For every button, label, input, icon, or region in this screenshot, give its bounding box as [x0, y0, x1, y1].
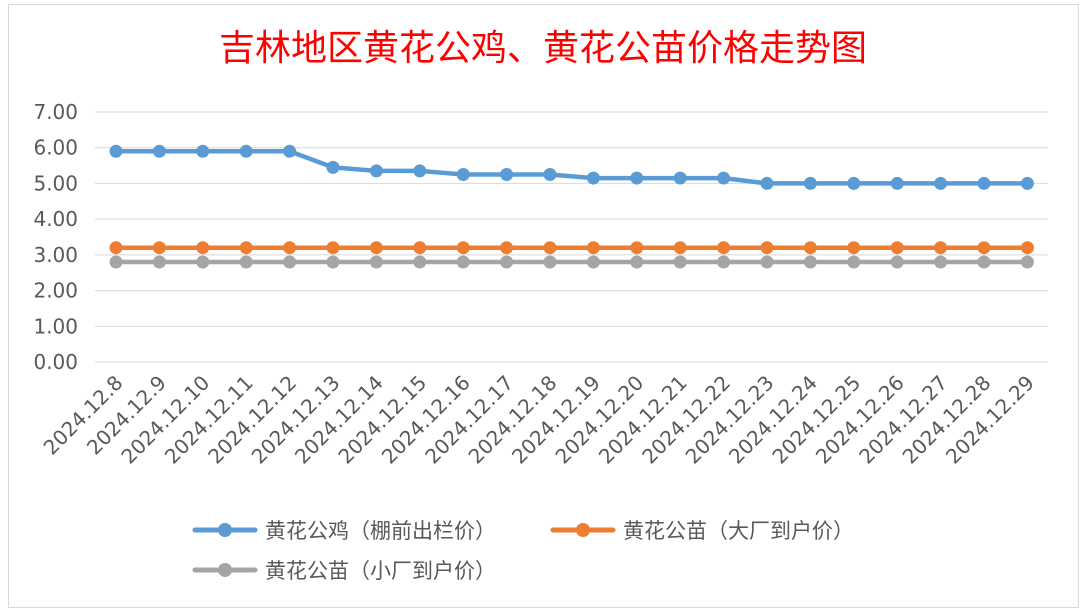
data-point: [890, 241, 904, 255]
data-point: [586, 241, 600, 255]
series-2: [109, 241, 1034, 255]
data-point: [196, 255, 210, 269]
data-point: [934, 241, 948, 255]
series-1: [109, 144, 1034, 190]
data-point: [847, 255, 861, 269]
data-point: [283, 255, 297, 269]
legend-swatch-marker: [218, 563, 232, 577]
data-point: [456, 168, 470, 181]
y-tick-label: 3.00: [33, 243, 78, 267]
data-point: [586, 171, 600, 185]
data-point: [630, 241, 644, 255]
data-point: [1020, 255, 1034, 269]
data-point: [1020, 241, 1034, 255]
legend-label: 黄花公鸡（棚前出栏价）: [265, 519, 496, 543]
series-layer: [109, 144, 1034, 269]
legend-label: 黄花公苗（小厂到户价）: [265, 559, 496, 583]
data-point: [847, 176, 861, 190]
data-point: [760, 176, 774, 190]
legend-swatch-marker: [218, 523, 232, 537]
data-point: [847, 241, 861, 255]
legend-item: 黄花公鸡（棚前出栏价）: [192, 519, 496, 543]
data-point: [239, 144, 253, 158]
data-point: [152, 241, 166, 255]
chart-title: 吉林地区黄花公鸡、黄花公苗价格走势图: [219, 28, 867, 69]
legend-label: 黄花公苗（大厂到户价）: [623, 519, 854, 543]
data-point: [413, 241, 427, 255]
data-point: [326, 160, 340, 174]
data-point: [934, 255, 948, 269]
data-point: [413, 164, 427, 178]
data-point: [586, 255, 600, 269]
data-point: [413, 255, 427, 269]
data-point: [1020, 176, 1034, 190]
y-tick-label: 0.00: [33, 350, 78, 374]
data-point: [717, 241, 731, 255]
data-point: [673, 171, 687, 185]
data-point: [239, 241, 253, 255]
data-point: [283, 241, 297, 255]
data-point: [326, 255, 340, 269]
data-point: [239, 255, 253, 269]
data-point: [977, 176, 991, 190]
series-line: [113, 149, 1030, 186]
data-point: [543, 255, 557, 269]
x-axis-ticks: 2024.12.82024.12.92024.12.102024.12.1120…: [39, 371, 1039, 469]
data-point: [283, 144, 297, 158]
data-point: [890, 176, 904, 190]
data-point: [543, 241, 557, 255]
data-point: [196, 144, 210, 158]
legend-item: 黄花公苗（小厂到户价）: [192, 559, 496, 583]
data-point: [369, 255, 383, 269]
data-point: [760, 255, 774, 269]
data-point: [760, 241, 774, 255]
data-point: [673, 255, 687, 269]
chart-frame: [8, 4, 1079, 608]
data-point: [803, 241, 817, 255]
y-tick-label: 5.00: [33, 171, 78, 195]
data-point: [717, 255, 731, 269]
data-point: [977, 241, 991, 255]
series-3: [109, 255, 1034, 269]
data-point: [500, 168, 514, 181]
data-point: [630, 255, 644, 269]
data-point: [369, 164, 383, 178]
y-tick-label: 6.00: [33, 136, 78, 160]
data-point: [326, 241, 340, 255]
data-point: [152, 255, 166, 269]
data-point: [977, 255, 991, 269]
data-point: [673, 241, 687, 255]
y-tick-label: 2.00: [33, 279, 78, 303]
data-point: [803, 176, 817, 190]
legend-swatch-marker: [576, 523, 590, 537]
data-point: [500, 255, 514, 269]
y-tick-label: 7.00: [33, 100, 78, 124]
y-tick-label: 1.00: [33, 314, 78, 338]
data-point: [109, 241, 123, 255]
data-point: [152, 144, 166, 158]
data-point: [630, 171, 644, 185]
data-point: [369, 241, 383, 255]
data-point: [109, 255, 123, 269]
data-point: [500, 241, 514, 255]
data-point: [456, 241, 470, 255]
data-point: [456, 255, 470, 269]
data-point: [934, 176, 948, 190]
data-point: [803, 255, 817, 269]
data-point: [717, 171, 731, 185]
y-tick-label: 4.00: [33, 207, 78, 231]
data-point: [543, 168, 557, 181]
y-axis-ticks: 0.00 1.00 2.00 3.00 4.00 5.00 6.00 7.00: [33, 100, 78, 374]
legend-item: 黄花公苗（大厂到户价）: [550, 519, 854, 543]
data-point: [196, 241, 210, 255]
data-point: [890, 255, 904, 269]
data-point: [109, 144, 123, 158]
legend: 黄花公鸡（棚前出栏价） 黄花公苗（大厂到户价） 黄花公苗（小厂到户价）: [192, 519, 854, 583]
